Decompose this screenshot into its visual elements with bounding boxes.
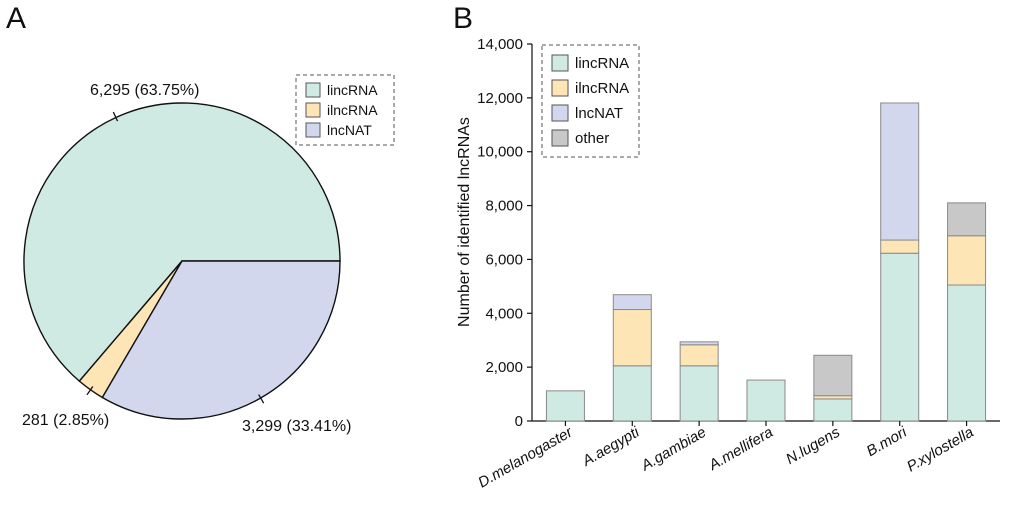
y-axis-label: Number of identified lncRNAs bbox=[456, 117, 473, 327]
panel-label-a: A bbox=[6, 2, 27, 35]
bar-segment-lncNAT bbox=[679, 341, 719, 346]
x-tick-label: D.melanogaster bbox=[475, 423, 576, 491]
y-tick-label: 0 bbox=[515, 413, 523, 430]
x-tick-label: A.mellifera bbox=[705, 424, 776, 475]
y-tick-label: 10,000 bbox=[477, 144, 523, 161]
x-tick-label: N.lugens bbox=[783, 423, 843, 468]
pie-legend-swatch-lncNAT bbox=[305, 122, 321, 138]
bar-segment-lncNAT bbox=[612, 294, 652, 311]
pie-label-tick bbox=[258, 394, 265, 404]
x-tick-label: A.aegypti bbox=[579, 423, 643, 470]
bar-segment-ilncRNA bbox=[947, 235, 987, 286]
y-tick-label: 6,000 bbox=[485, 251, 523, 268]
bar-legend-label: ilncRNA bbox=[575, 80, 629, 97]
bar-segment-lincRNA bbox=[612, 365, 652, 422]
pie-legend-swatch-lincRNA bbox=[305, 82, 321, 98]
panel-label-b: B bbox=[453, 2, 474, 35]
x-tick-label: B.mori bbox=[864, 423, 911, 460]
bar-legend-label: other bbox=[575, 130, 609, 147]
bar-legend-swatch-other bbox=[551, 129, 569, 147]
bar-legend-swatch-lncNAT bbox=[551, 104, 569, 122]
pie-label-tick bbox=[86, 386, 94, 396]
bar-segment-ilncRNA bbox=[679, 344, 719, 367]
pie-label-tick bbox=[112, 111, 119, 122]
y-tick-label: 14,000 bbox=[477, 36, 523, 53]
pie-legend-label: ilncRNA bbox=[327, 102, 378, 118]
y-tick-label: 2,000 bbox=[485, 359, 523, 376]
bar-segment-lincRNA bbox=[679, 365, 719, 422]
bar-segment-other bbox=[947, 202, 987, 237]
bar-legend-label: lincRNA bbox=[575, 55, 629, 72]
pie-data-label: 281 (2.85%) bbox=[22, 412, 109, 429]
pie-data-label: 6,295 (63.75%) bbox=[90, 82, 199, 99]
bar-legend-swatch-lincRNA bbox=[551, 54, 569, 72]
bar-segment-lincRNA bbox=[813, 398, 853, 422]
y-tick-label: 8,000 bbox=[485, 198, 523, 215]
y-tick-label: 4,000 bbox=[485, 305, 523, 322]
bar-segment-lincRNA bbox=[947, 284, 987, 422]
pie-legend-swatch-ilncRNA bbox=[305, 102, 321, 118]
pie-legend-label: lincRNA bbox=[327, 82, 378, 98]
pie-legend-label: lncNAT bbox=[327, 122, 372, 138]
bar-legend-label: lncNAT bbox=[575, 105, 623, 122]
bar-segment-other bbox=[813, 354, 853, 397]
y-tick-label: 12,000 bbox=[477, 90, 523, 107]
pie-data-label: 3,299 (33.41%) bbox=[242, 418, 351, 435]
x-tick-label: P.xylostella bbox=[904, 424, 977, 476]
x-tick-label: A.gambiae bbox=[638, 424, 709, 475]
bar-segment-lncNAT bbox=[880, 102, 920, 241]
bar-segment-lincRNA bbox=[746, 379, 786, 422]
bar-segment-lincRNA bbox=[880, 252, 920, 422]
bar-legend-swatch-ilncRNA bbox=[551, 79, 569, 97]
bar-segment-ilncRNA bbox=[612, 309, 652, 367]
bar-segment-ilncRNA bbox=[880, 239, 920, 254]
bar-segment-lincRNA bbox=[545, 390, 585, 422]
